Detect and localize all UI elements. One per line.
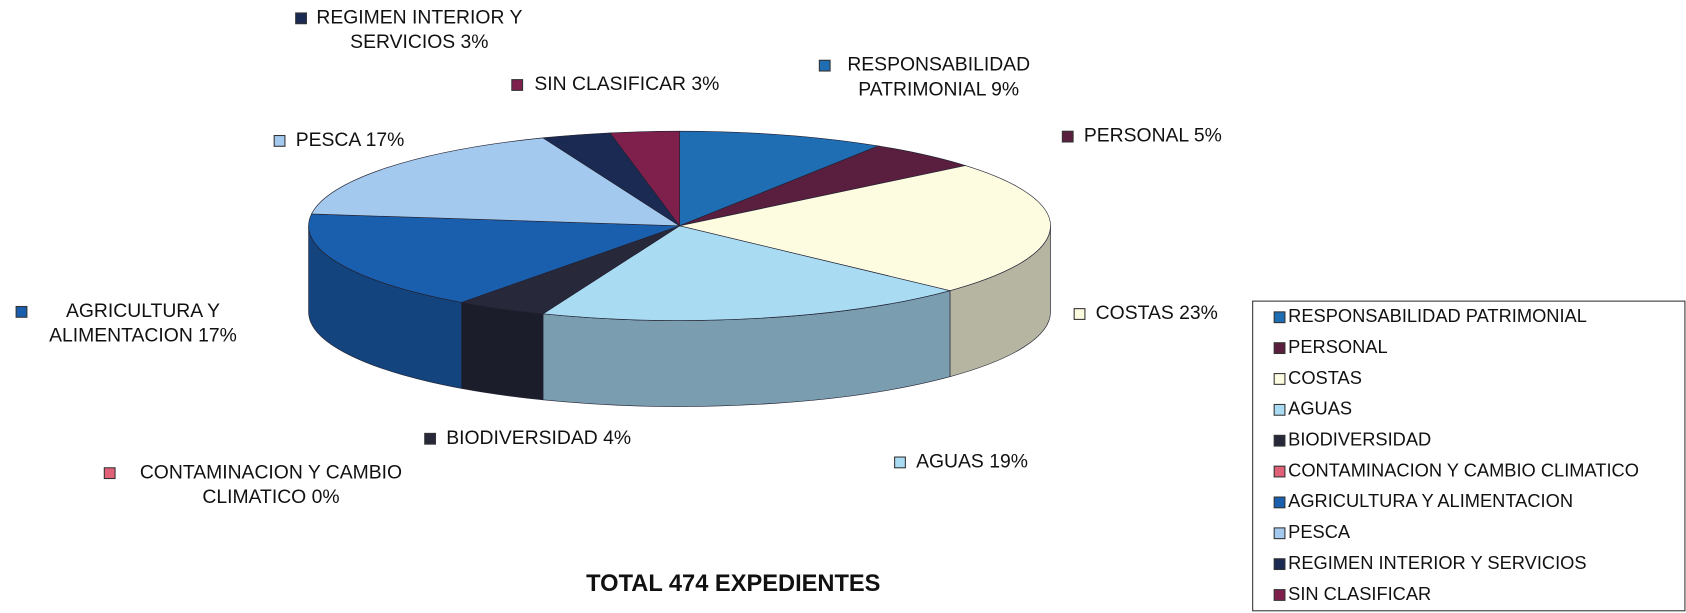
- data-label: AGRICULTURA Y: [66, 300, 220, 322]
- label-swatch: [103, 467, 116, 480]
- legend-label: COSTAS: [1288, 367, 1362, 388]
- data-label: ALIMENTACION 17%: [49, 325, 237, 347]
- legend-label: REGIMEN INTERIOR Y SERVICIOS: [1288, 552, 1586, 573]
- legend-swatch: [1273, 373, 1286, 385]
- pie-tops: [308, 130, 1051, 321]
- legend-swatch: [1273, 558, 1286, 571]
- legend-swatch: [1273, 527, 1286, 540]
- data-label: AGUAS 19%: [916, 451, 1028, 473]
- pie-slice: [311, 137, 681, 227]
- legend-box: [1252, 300, 1686, 612]
- label-swatch: [295, 12, 307, 25]
- label-swatch: [273, 134, 286, 147]
- data-label: CLIMATICO 0%: [202, 486, 339, 508]
- legend-swatch: [1273, 434, 1286, 447]
- data-label: SIN CLASIFICAR 3%: [534, 73, 719, 95]
- data-label: PESCA 17%: [296, 129, 405, 151]
- pie-slice: [542, 225, 951, 321]
- data-label: BIODIVERSIDAD 4%: [446, 427, 631, 449]
- data-label: PATRIMONIAL 9%: [858, 78, 1019, 100]
- label-swatch: [15, 305, 28, 318]
- legend-swatch: [1273, 589, 1286, 601]
- data-label: COSTAS 23%: [1096, 302, 1218, 324]
- label-swatch: [818, 59, 831, 72]
- legend-swatch: [1273, 465, 1286, 478]
- legend-label: AGUAS: [1288, 398, 1352, 419]
- pie-sides: [308, 225, 1051, 407]
- pie-slice: [679, 165, 1051, 291]
- label-swatch: [424, 432, 437, 445]
- legend-label: PESCA: [1288, 521, 1351, 542]
- legend-label: CONTAMINACION Y CAMBIO CLIMATICO: [1288, 459, 1639, 480]
- legend-label: SIN CLASIFICAR: [1288, 583, 1431, 604]
- data-label: REGIMEN INTERIOR Y: [316, 6, 522, 28]
- chart-title: TOTAL 474 EXPEDIENTES: [586, 571, 880, 597]
- legend: RESPONSABILIDAD PATRIMONIAL PERSONAL COSTA…: [1273, 305, 1639, 604]
- legend-label: BIODIVERSIDAD: [1288, 429, 1431, 450]
- label-swatch: [894, 456, 906, 469]
- legend-swatch: [1273, 342, 1286, 355]
- data-label: CONTAMINACION Y CAMBIO: [140, 461, 402, 483]
- legend-swatch: [1273, 403, 1286, 416]
- legend-label: PERSONAL: [1288, 336, 1387, 357]
- pie-slice: [679, 130, 880, 227]
- slice-side: [461, 302, 544, 401]
- label-swatch: [511, 79, 524, 91]
- legend-label: AGRICULTURA Y ALIMENTACION: [1288, 490, 1573, 511]
- data-label: SERVICIOS 3%: [350, 31, 488, 53]
- legend-swatch: [1273, 496, 1286, 509]
- label-swatch: [1073, 308, 1086, 320]
- pie-slice: [609, 130, 680, 227]
- legend-label: RESPONSABILIDAD PATRIMONIAL: [1288, 305, 1587, 326]
- pie-slice: [308, 213, 680, 303]
- data-label: PERSONAL 5%: [1084, 125, 1222, 147]
- label-swatch: [1061, 130, 1074, 143]
- data-label: RESPONSABILIDAD: [847, 54, 1030, 76]
- legend-swatch: [1273, 311, 1286, 324]
